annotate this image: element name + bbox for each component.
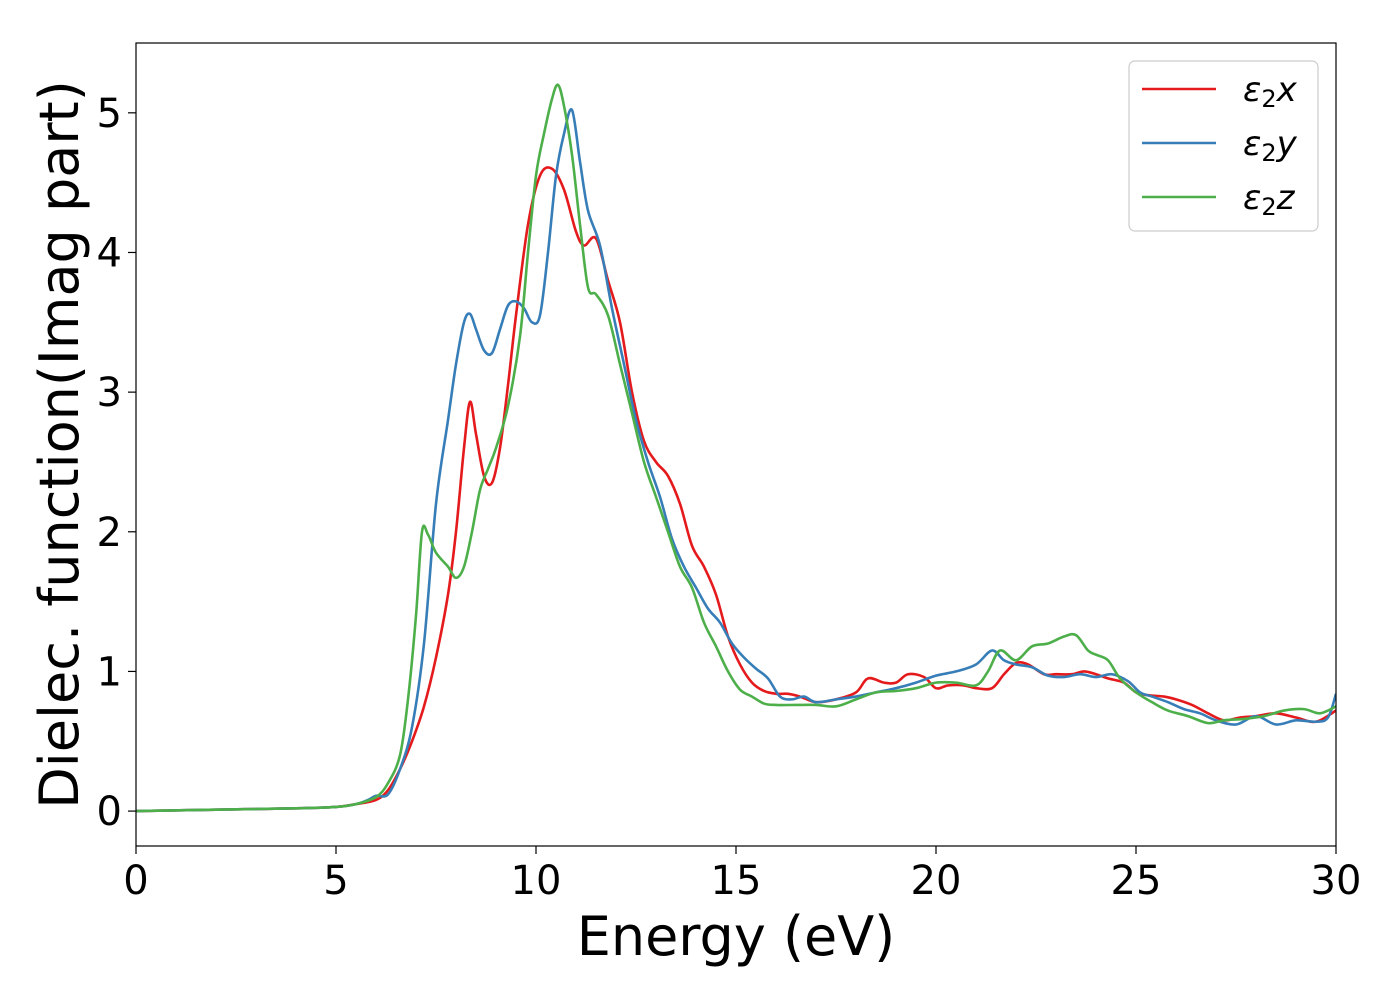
series-line-z bbox=[136, 83, 1336, 813]
x-tick-label: 0 bbox=[123, 858, 148, 904]
legend-symbol: ε bbox=[1243, 178, 1261, 218]
legend-label-x: ε2x bbox=[1243, 70, 1298, 113]
x-tick-label: 5 bbox=[323, 858, 348, 904]
y-tick-label: 5 bbox=[97, 91, 122, 137]
legend-variable: z bbox=[1276, 178, 1296, 218]
y-axis-title: Dielec. function(Imag part) bbox=[28, 80, 91, 809]
y-tick-label: 2 bbox=[97, 510, 122, 556]
x-tick-label: 20 bbox=[911, 858, 962, 904]
y-tick-label: 1 bbox=[97, 649, 122, 695]
y-tick-label: 0 bbox=[97, 789, 122, 835]
legend-box bbox=[1128, 60, 1319, 232]
legend-label-z: ε2z bbox=[1243, 178, 1296, 221]
y-tick-label: 3 bbox=[97, 370, 122, 416]
legend-symbol: ε bbox=[1243, 124, 1261, 164]
legend-subscript: 2 bbox=[1261, 139, 1276, 167]
x-axis-ticks: 0 5 10 15 20 25 30 bbox=[123, 846, 1361, 904]
legend-subscript: 2 bbox=[1261, 193, 1276, 221]
legend-label-y: ε2y bbox=[1243, 124, 1298, 167]
legend-variable: x bbox=[1276, 70, 1298, 110]
legend-variable: y bbox=[1276, 124, 1298, 164]
y-axis-ticks: 0 1 2 3 4 5 bbox=[97, 91, 136, 835]
x-tick-label: 15 bbox=[711, 858, 762, 904]
x-tick-label: 30 bbox=[1311, 858, 1362, 904]
x-tick-label: 10 bbox=[511, 858, 562, 904]
x-axis-title: Energy (eV) bbox=[577, 905, 896, 968]
x-tick-label: 25 bbox=[1111, 858, 1162, 904]
series-line-x bbox=[136, 166, 1336, 813]
series-layer bbox=[136, 83, 1336, 813]
legend-subscript: 2 bbox=[1261, 85, 1276, 113]
y-tick-label: 4 bbox=[97, 230, 122, 276]
legend-symbol: ε bbox=[1243, 70, 1261, 110]
